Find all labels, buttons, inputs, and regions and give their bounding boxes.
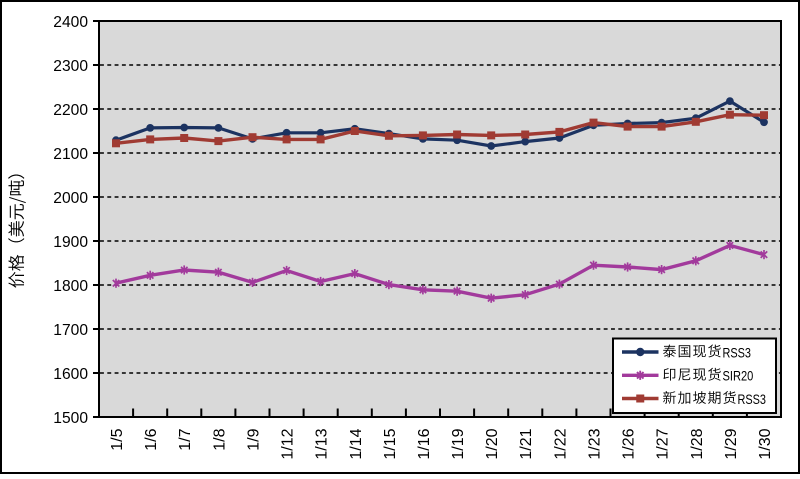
svg-text:1800: 1800 bbox=[53, 278, 88, 295]
svg-text:2200: 2200 bbox=[53, 102, 88, 119]
svg-text:1/9: 1/9 bbox=[246, 428, 263, 450]
svg-text:1/5: 1/5 bbox=[109, 428, 126, 450]
svg-text:1/29: 1/29 bbox=[723, 428, 740, 459]
svg-text:1/12: 1/12 bbox=[280, 428, 297, 459]
svg-text:1/8: 1/8 bbox=[211, 428, 228, 450]
svg-text:1/15: 1/15 bbox=[382, 428, 399, 459]
svg-text:2100: 2100 bbox=[53, 146, 88, 163]
svg-text:1/13: 1/13 bbox=[314, 428, 331, 459]
svg-text:1/30: 1/30 bbox=[757, 428, 774, 459]
svg-text:1/27: 1/27 bbox=[655, 428, 672, 459]
svg-text:1/22: 1/22 bbox=[552, 428, 569, 459]
svg-text:1900: 1900 bbox=[53, 234, 88, 251]
svg-text:1/19: 1/19 bbox=[450, 428, 467, 459]
svg-text:1/6: 1/6 bbox=[143, 428, 160, 450]
svg-text:1500: 1500 bbox=[53, 410, 88, 427]
svg-text:1/20: 1/20 bbox=[484, 428, 501, 459]
svg-text:RSS3: RSS3 bbox=[723, 344, 752, 360]
svg-text:1700: 1700 bbox=[53, 322, 88, 339]
svg-text:1/14: 1/14 bbox=[348, 428, 365, 459]
svg-text:RSS3: RSS3 bbox=[738, 391, 767, 407]
svg-text:1/16: 1/16 bbox=[416, 428, 433, 459]
svg-text:1600: 1600 bbox=[53, 366, 88, 383]
svg-text:2300: 2300 bbox=[53, 58, 88, 75]
svg-text:1/21: 1/21 bbox=[518, 428, 535, 459]
svg-text:1/7: 1/7 bbox=[177, 428, 194, 450]
svg-text:2000: 2000 bbox=[53, 190, 88, 207]
svg-text:1/23: 1/23 bbox=[587, 428, 604, 459]
svg-text:2400: 2400 bbox=[53, 14, 88, 31]
svg-text:1/26: 1/26 bbox=[621, 428, 638, 459]
svg-text:1/28: 1/28 bbox=[689, 428, 706, 459]
svg-text:SIR20: SIR20 bbox=[723, 368, 754, 384]
